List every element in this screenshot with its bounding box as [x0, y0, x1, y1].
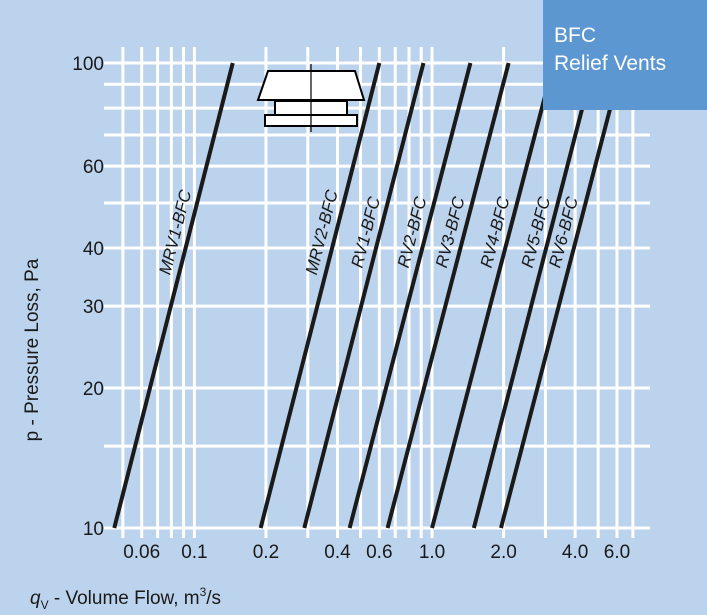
series-line	[471, 62, 596, 529]
series-line	[258, 62, 382, 529]
series-line	[385, 62, 511, 529]
y-tick-labels: 10 20 30 40 60 100	[72, 54, 104, 540]
y-tick-label: 40	[83, 239, 104, 260]
y-axis-label: p - Pressure Loss, Pa	[22, 258, 43, 441]
series-line	[499, 62, 624, 529]
series-line	[112, 62, 235, 529]
x-axis-label: qV - Volume Flow, m3/s	[30, 585, 221, 612]
y-tick-label: 10	[83, 519, 104, 540]
y-tick-label: 20	[83, 379, 104, 400]
grid	[104, 47, 650, 538]
series-layer	[112, 62, 624, 529]
x-tick-label: 6.0	[604, 542, 630, 563]
x-tick-label: 1.0	[419, 542, 445, 563]
x-tick-label: 2.0	[490, 542, 516, 563]
y-tick-label: 100	[72, 54, 104, 75]
series-line	[347, 62, 473, 529]
badge-line-2: Relief Vents	[554, 52, 667, 75]
x-tick-label: 0.6	[366, 542, 392, 563]
badge-line-1: BFC	[554, 24, 596, 47]
x-tick-label: 0.4	[324, 542, 351, 563]
y-tick-label: 60	[83, 157, 104, 178]
series-line	[430, 62, 556, 529]
x-tick-labels: 0.06 0.1 0.2 0.4 0.6 1.0 2.0 4.0 6.0	[123, 542, 630, 563]
x-tick-label: 0.2	[253, 542, 279, 563]
relief-vent-icon	[256, 64, 366, 132]
x-tick-label: 0.1	[181, 542, 207, 563]
product-badge: BFC Relief Vents	[543, 0, 707, 110]
x-tick-label: 4.0	[562, 542, 588, 563]
series-line	[302, 62, 426, 529]
y-tick-label: 30	[83, 297, 104, 318]
x-tick-label: 0.06	[123, 542, 160, 563]
